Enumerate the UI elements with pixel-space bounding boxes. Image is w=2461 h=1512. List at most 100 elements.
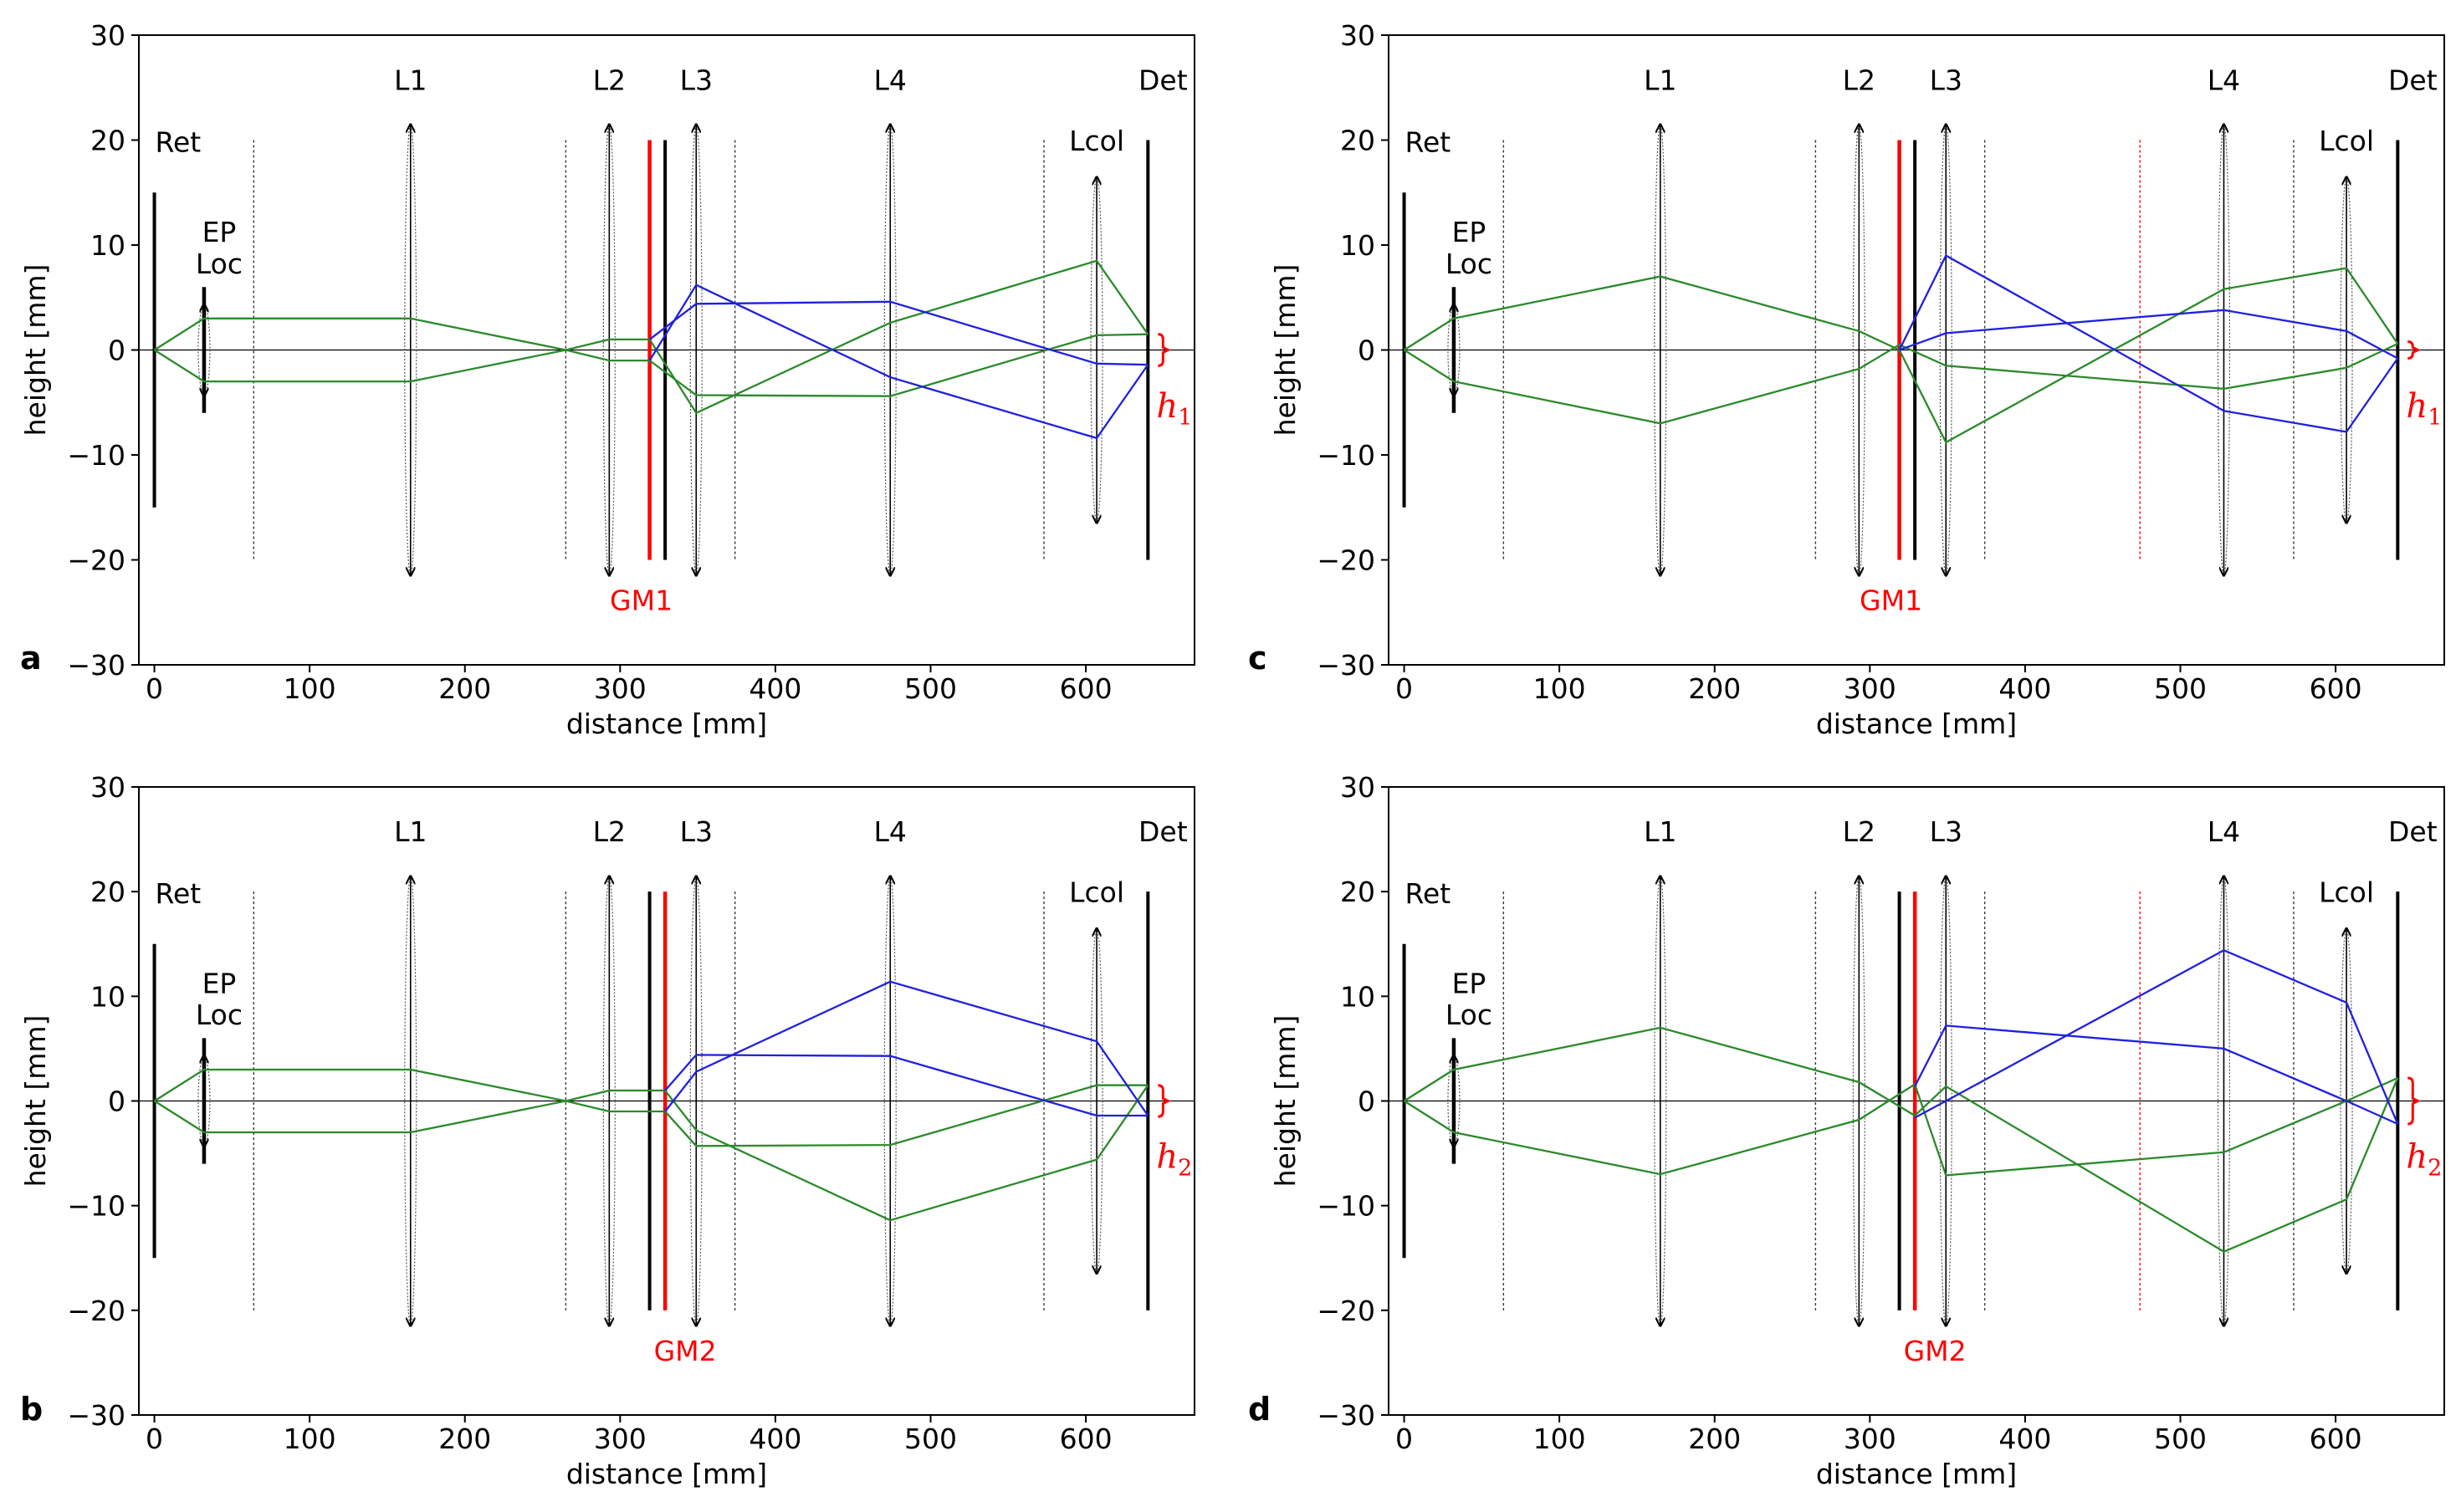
green-ray <box>153 1084 1149 1147</box>
lens-outline <box>2217 124 2231 576</box>
y-tick-label: 0 <box>108 335 125 367</box>
lens-label: L1 <box>1644 64 1676 96</box>
x-tick-label: 600 <box>2310 1423 2362 1455</box>
image-height-symbol: h <box>1156 1138 1178 1177</box>
panel-letter: c <box>1248 640 1267 677</box>
x-tick-label: 0 <box>1395 672 1413 705</box>
x-axis-label: distance [mm] <box>566 1458 767 1490</box>
panel-letter: b <box>20 1391 43 1428</box>
y-axis-label: height [mm] <box>19 1015 52 1188</box>
y-tick-label: −10 <box>1317 1190 1375 1223</box>
y-tick-label: 0 <box>108 1085 125 1118</box>
lens-label: L1 <box>394 815 427 848</box>
y-tick-label: 10 <box>90 980 125 1013</box>
loc-label: Loc <box>1445 999 1492 1031</box>
x-tick-label: 300 <box>594 672 647 705</box>
x-tick-label: 300 <box>1844 672 1896 705</box>
x-tick-label: 0 <box>146 672 163 705</box>
galvo-mirror-label: GM2 <box>654 1335 717 1367</box>
x-tick-label: 500 <box>2154 672 2207 705</box>
x-tick-label: 400 <box>749 1423 801 1455</box>
y-tick-label: −20 <box>1317 544 1375 577</box>
x-axis-label: distance [mm] <box>566 707 767 740</box>
panel-a: 0 100 200 300 400 500 600 −30 −20 −10 0 10 20 30 dista… <box>19 19 1195 740</box>
x-tick-label: 100 <box>284 672 336 705</box>
lens-outline <box>404 124 417 576</box>
green-ray <box>153 333 1149 397</box>
lens-label: L2 <box>1843 64 1875 96</box>
galvo-mirror-label: GM2 <box>1904 1335 1967 1367</box>
x-tick-label: 0 <box>1395 1423 1413 1455</box>
lens-label: Lcol <box>1069 125 1124 157</box>
y-tick-label: 10 <box>1340 229 1375 262</box>
lens-label: L3 <box>1930 64 1962 96</box>
x-tick-label: 100 <box>1533 1423 1586 1455</box>
ep-label: EP <box>1452 216 1486 248</box>
panel-letter: d <box>1248 1391 1271 1428</box>
y-tick-label: −30 <box>1317 1399 1375 1432</box>
y-tick-label: 10 <box>90 229 125 262</box>
x-axis-label: distance [mm] <box>1816 707 2017 740</box>
ep-label: EP <box>1452 968 1486 1000</box>
panel-d: 0 100 200 300 400 500 600 −30 −20 −10 0 10 20 30 dista… <box>1248 771 2445 1490</box>
image-height-label: h2 <box>1156 1138 1192 1182</box>
green-ray <box>1403 342 2398 425</box>
image-height-subscript: 2 <box>1178 1156 1192 1182</box>
detector-label: Det <box>1138 815 1188 848</box>
retina-label: Ret <box>1405 125 1451 158</box>
y-tick-label: −30 <box>67 1399 125 1432</box>
x-tick-label: 200 <box>438 1423 491 1455</box>
galvo-mirror-label: GM1 <box>1860 585 1922 617</box>
lens-outline <box>1654 124 1667 576</box>
image-height-bracket <box>2407 1076 2421 1126</box>
green-ray <box>153 259 1149 415</box>
blue-ray <box>1914 949 2399 1125</box>
green-ray <box>153 1068 1149 1222</box>
y-tick-label: −10 <box>1317 439 1375 472</box>
y-tick-label: 20 <box>90 125 125 157</box>
loc-label: Loc <box>1445 248 1492 280</box>
lens-outline <box>1939 124 1952 576</box>
lens-label: Lcol <box>2319 876 2374 909</box>
x-tick-label: 500 <box>904 672 957 705</box>
lens-label: L1 <box>394 64 427 96</box>
y-tick-label: −30 <box>67 649 125 682</box>
y-tick-label: 30 <box>90 771 125 804</box>
green-ray <box>1403 1026 2399 1253</box>
blue-ray <box>664 1054 1149 1117</box>
lens-label: L3 <box>680 64 713 96</box>
y-tick-label: −20 <box>67 544 125 577</box>
x-tick-label: 500 <box>2154 1423 2207 1455</box>
image-height-label: h1 <box>1156 387 1192 431</box>
lens-label: Lcol <box>2319 125 2374 157</box>
loc-label: Loc <box>196 999 243 1031</box>
x-tick-label: 600 <box>2310 672 2362 705</box>
lens-label: Lcol <box>1069 876 1124 909</box>
detector-label: Det <box>2388 64 2438 96</box>
y-tick-label: −10 <box>67 439 125 472</box>
lens-label: L4 <box>2208 815 2240 848</box>
image-height-bracket <box>2407 340 2421 360</box>
y-axis-label: height [mm] <box>19 264 52 437</box>
image-height-bracket <box>1158 1084 1171 1118</box>
y-tick-label: 30 <box>1340 19 1375 52</box>
retina-label: Ret <box>156 125 202 158</box>
x-tick-label: 200 <box>438 672 491 705</box>
panel-letter: a <box>20 640 42 677</box>
lens-label: L3 <box>680 815 713 848</box>
lens-label: L2 <box>1843 815 1875 848</box>
y-tick-label: 30 <box>1340 771 1375 804</box>
x-tick-label: 100 <box>1533 672 1586 705</box>
retina-label: Ret <box>156 877 202 910</box>
lens-label: L4 <box>2208 64 2240 96</box>
y-tick-label: 30 <box>90 19 125 52</box>
y-axis-label: height [mm] <box>1269 264 1302 437</box>
lens-outline <box>2340 176 2353 524</box>
x-tick-label: 600 <box>1060 1423 1113 1455</box>
blue-ray <box>1914 1024 2398 1126</box>
image-height-label: h1 <box>2406 387 2442 431</box>
x-tick-label: 100 <box>284 1423 336 1455</box>
lens-outline <box>1090 176 1103 524</box>
lens-label: L1 <box>1644 815 1676 848</box>
lens-outline <box>689 124 703 576</box>
